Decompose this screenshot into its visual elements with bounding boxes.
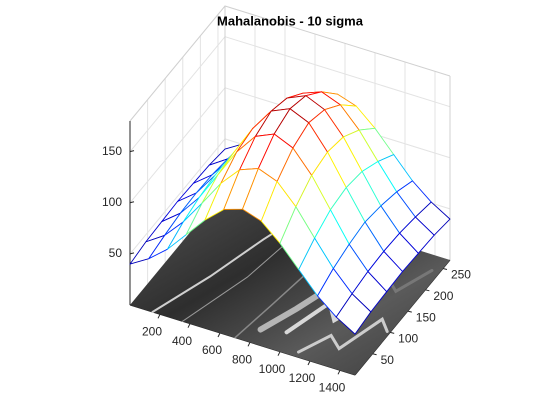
x-tick-label: 1000 bbox=[259, 362, 286, 376]
y-tick bbox=[390, 331, 395, 334]
x-tick-label: 400 bbox=[172, 334, 192, 348]
z-tick bbox=[129, 150, 135, 153]
y-tick-label: 150 bbox=[416, 310, 436, 324]
y-tick bbox=[442, 268, 448, 271]
y-tick bbox=[425, 289, 430, 292]
x-tick bbox=[157, 314, 161, 319]
x-tick bbox=[337, 370, 341, 375]
z-tick bbox=[129, 252, 135, 255]
x-tick-label: 1200 bbox=[289, 371, 316, 385]
z-tick-label: 50 bbox=[109, 246, 123, 260]
y-tick-label: 100 bbox=[398, 332, 418, 346]
y-tick-label: 50 bbox=[381, 353, 395, 367]
x-tick-label: 800 bbox=[232, 353, 252, 367]
mesh-surface bbox=[129, 91, 451, 335]
y-tick-label: 200 bbox=[433, 289, 453, 303]
z-tick-label: 150 bbox=[102, 144, 122, 158]
z-tick bbox=[129, 201, 135, 204]
x-tick bbox=[277, 351, 281, 356]
y-tick bbox=[407, 310, 412, 313]
y-tick bbox=[372, 353, 377, 356]
x-tick bbox=[247, 342, 251, 347]
x-tick bbox=[187, 323, 191, 328]
x-tick bbox=[217, 332, 221, 338]
y-tick-label: 250 bbox=[451, 268, 471, 282]
image-streak bbox=[297, 316, 389, 354]
x-tick-label: 200 bbox=[142, 325, 162, 339]
x-tick-label: 1400 bbox=[319, 381, 346, 395]
mesh-cell bbox=[335, 293, 372, 335]
x-tick-label: 600 bbox=[202, 343, 222, 357]
tick-labels: 2004006008001000120014005010015020025050… bbox=[102, 144, 471, 395]
x-tick bbox=[307, 360, 311, 366]
chart-title: Mahalanobis - 10 sigma bbox=[217, 13, 364, 28]
z-tick-label: 100 bbox=[102, 195, 122, 209]
